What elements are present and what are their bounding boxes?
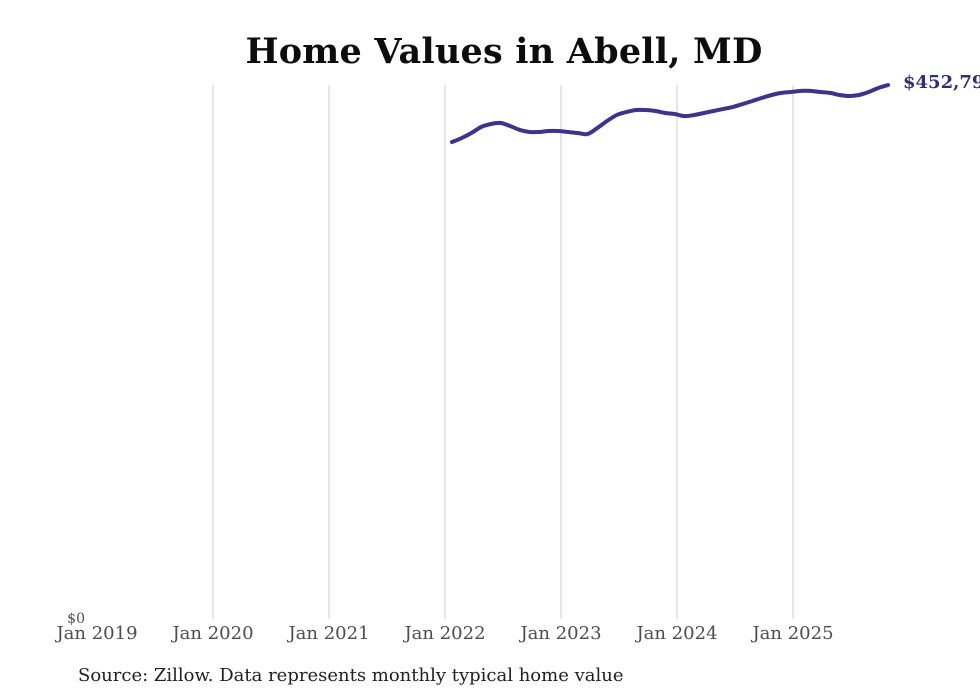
x-tick-label: Jan 2022 (404, 623, 486, 644)
chart-title: Home Values in Abell, MD (245, 31, 763, 72)
x-tick-label: Jan 2019 (56, 623, 138, 644)
x-tick-label: Jan 2020 (172, 623, 254, 644)
y-axis-zero-label: $0 (67, 611, 85, 627)
x-tick-label: Jan 2023 (520, 623, 602, 644)
source-note: Source: Zillow. Data represents monthly … (78, 665, 624, 686)
x-tick-label: Jan 2021 (288, 623, 370, 644)
x-tick-label: Jan 2024 (636, 623, 718, 644)
home-value-line (450, 83, 890, 144)
gridlines (212, 85, 794, 619)
current-value-label: $452,792 (903, 72, 980, 93)
x-tick-label: Jan 2025 (752, 623, 834, 644)
